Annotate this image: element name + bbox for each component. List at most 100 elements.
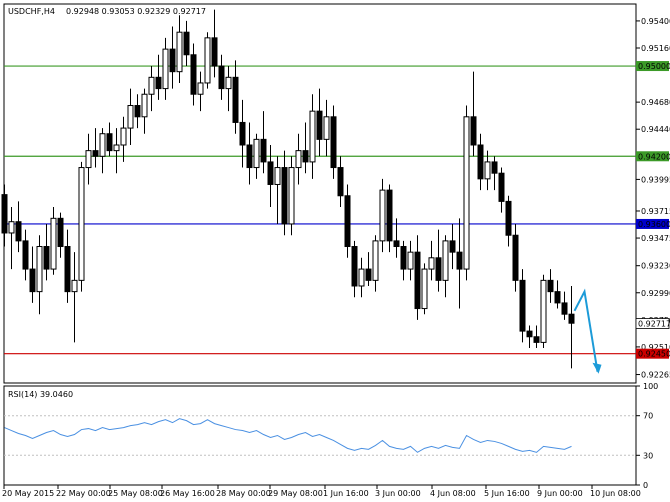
candle-bull (358, 268, 365, 287)
candle-bull (71, 279, 78, 293)
candle-bear (281, 167, 288, 225)
rsi-tick-label: 30 (643, 451, 653, 460)
candle-bull (295, 150, 302, 169)
candle-bear (1, 194, 8, 234)
candle-bull (141, 93, 148, 118)
candle-bull (36, 246, 43, 293)
candle-bear (491, 161, 498, 174)
candle-bull (379, 189, 386, 242)
candle-bear (386, 189, 393, 242)
price-tick-label: 0.93715 (641, 207, 670, 216)
candle-bull (274, 167, 281, 185)
candle-bear (316, 110, 323, 140)
chart-ohlc: 0.92948 0.93053 0.92329 0.92717 (66, 7, 206, 16)
rsi-tick-label: 0 (643, 481, 648, 490)
candle-bull (421, 268, 428, 310)
time-tick-label: 5 Jun 16:00 (484, 489, 530, 498)
level-label-res-2: 0.94200 (638, 152, 670, 161)
price-tick-label: 0.93995 (641, 175, 670, 184)
candle-bull (428, 257, 435, 270)
candle-bear (456, 251, 463, 270)
candle-bear (183, 31, 190, 56)
candle-bull (85, 150, 92, 169)
candle-bear (512, 234, 519, 281)
level-label-pivot: 0.93600 (638, 220, 670, 229)
candle-bull (372, 240, 379, 281)
candle-bull (113, 144, 120, 152)
candle-bull (407, 251, 414, 270)
last-price-label: 0.92717 (638, 320, 670, 329)
candle-bull (540, 279, 547, 343)
price-panel[interactable] (3, 3, 637, 384)
candle-bear (330, 116, 337, 169)
candle-bull (463, 116, 470, 270)
time-tick-label: 20 May 2015 (2, 489, 54, 498)
candle-bull (253, 138, 260, 169)
candle-bull (225, 76, 232, 90)
candle-bear (470, 116, 477, 146)
rsi-panel[interactable] (3, 385, 637, 486)
time-tick-label: 26 May 16:00 (160, 489, 215, 498)
candle-bear (190, 54, 197, 95)
candle-bull (99, 133, 106, 157)
forecast-path (573, 288, 599, 372)
candle-bear (498, 172, 505, 202)
candle-bear (239, 121, 246, 146)
forecast-arrowhead (592, 362, 602, 374)
candle-bear (232, 76, 239, 123)
time-tick-label: 29 May 08:00 (268, 489, 323, 498)
time-tick-label: 3 Jun 00:00 (375, 489, 421, 498)
candle-bull (442, 240, 449, 281)
candle-bull (8, 221, 15, 234)
price-tick-label: 0.93475 (641, 234, 670, 243)
candle-bear (561, 302, 568, 315)
level-label-res-1: 0.95000 (638, 62, 670, 71)
candle-bear (505, 200, 512, 236)
price-labels: 0.95000 0.94200 0.93600 0.92450 0.92717 (635, 61, 670, 359)
candle-bear (106, 133, 113, 152)
rsi-tick-label: 100 (643, 382, 658, 391)
candle-bear (526, 330, 533, 338)
level-label-box (636, 348, 669, 359)
candle-bear (211, 37, 218, 67)
time-tick-label: 9 Jun 00:00 (537, 489, 583, 498)
candle-bull (78, 167, 85, 281)
candle-bear (57, 217, 64, 248)
candle-bear (64, 246, 71, 293)
level-label-box (636, 218, 669, 229)
rsi-line (4, 418, 572, 453)
candle-bear (568, 313, 575, 324)
candle-bull (484, 161, 491, 180)
candle-bear (302, 150, 309, 163)
level-label-box (636, 151, 669, 162)
candle-bear (547, 279, 554, 293)
level-label-box (636, 61, 669, 72)
candle-bull (204, 37, 211, 84)
candle-bear (365, 268, 372, 281)
candle-bear (477, 144, 484, 180)
candle-bear (400, 246, 407, 270)
time-tick-label: 1 Jun 16:00 (323, 489, 369, 498)
candle-bull (127, 105, 134, 129)
candle-bear (246, 144, 253, 169)
rsi-tick-label: 70 (643, 412, 653, 421)
time-tick-label: 28 May 00:00 (216, 489, 271, 498)
candle-bear (15, 221, 22, 242)
level-label-sup-1: 0.92450 (638, 350, 670, 359)
rsi-axis: 100 70 30 0 (636, 382, 658, 490)
zigzag-arrow-down-icon (573, 288, 602, 374)
candle-bear (22, 240, 29, 270)
candle-bull (120, 127, 127, 146)
price-tick-label: 0.92265 (641, 371, 670, 380)
candle-bear (267, 161, 274, 185)
candle-bear (344, 195, 351, 248)
rsi-layer (4, 415, 636, 456)
candle-bull (323, 116, 330, 140)
candle-bear (29, 268, 36, 293)
candle-bull (148, 76, 155, 95)
time-tick-label: 25 May 08:00 (108, 489, 163, 498)
